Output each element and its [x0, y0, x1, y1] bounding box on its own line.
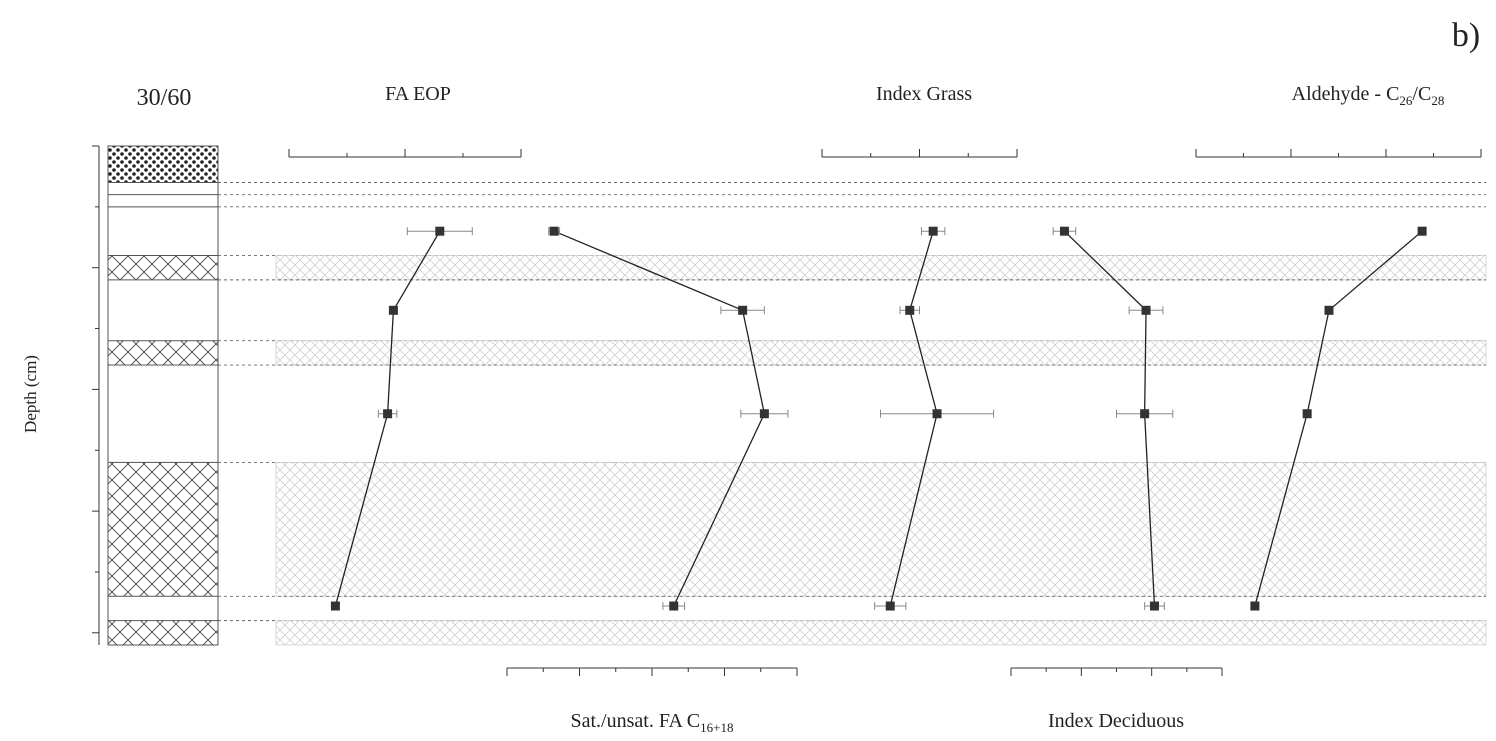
panel-title: Sat./unsat. FA C16+18: [571, 710, 734, 735]
hatched-band: [276, 462, 1486, 596]
panel-title: Aldehyde - C26/C28: [1292, 83, 1445, 108]
panel-title-mid: /C: [1412, 83, 1431, 105]
data-point: [550, 227, 559, 236]
profile-fill-cross: [108, 341, 218, 365]
data-point: [669, 602, 678, 611]
data-point: [1303, 409, 1312, 418]
panel-title-main: Aldehyde - C: [1292, 83, 1400, 105]
panel-title-subscript: 26: [1399, 93, 1413, 108]
data-point: [933, 409, 942, 418]
data-point: [1418, 227, 1427, 236]
data-point: [886, 602, 895, 611]
panel-title: Index Grass: [876, 83, 972, 105]
panel-title-main: FA EOP: [385, 83, 451, 105]
panel-title: Index Deciduous: [1048, 710, 1184, 732]
soil-profile: [108, 146, 218, 645]
hatched-band: [276, 341, 1486, 365]
data-point: [1150, 602, 1159, 611]
panel-title-subscript: 16+18: [700, 720, 733, 735]
data-point: [738, 306, 747, 315]
data-point: [435, 227, 444, 236]
panel-title-main: Index Deciduous: [1048, 710, 1184, 732]
data-point: [929, 227, 938, 236]
data-point: [1140, 409, 1149, 418]
panel-title-main: Index Grass: [876, 83, 972, 105]
data-point: [1060, 227, 1069, 236]
data-point: [1250, 602, 1259, 611]
data-point: [905, 306, 914, 315]
profile-fill-cross: [108, 256, 218, 280]
data-point: [1142, 306, 1151, 315]
profile-fill-cross: [108, 621, 218, 645]
hatched-band: [276, 256, 1486, 280]
background-bands: [218, 183, 1486, 645]
data-point: [389, 306, 398, 315]
panel-title-main: Sat./unsat. FA C: [571, 710, 701, 732]
data-point: [1325, 306, 1334, 315]
depth-axis: [92, 146, 99, 645]
profile-label: 30/60: [137, 85, 192, 111]
panel-title: FA EOP: [385, 83, 451, 105]
panel-label: b): [1452, 17, 1480, 54]
data-point: [760, 409, 769, 418]
depth-axis-label: Depth (cm): [21, 355, 40, 433]
profile-fill-cross: [108, 462, 218, 596]
profile-fill-dots: [108, 146, 218, 183]
data-point: [383, 409, 392, 418]
hatched-band: [276, 621, 1486, 645]
data-point: [331, 602, 340, 611]
panel-title-subscript: 28: [1431, 93, 1444, 108]
